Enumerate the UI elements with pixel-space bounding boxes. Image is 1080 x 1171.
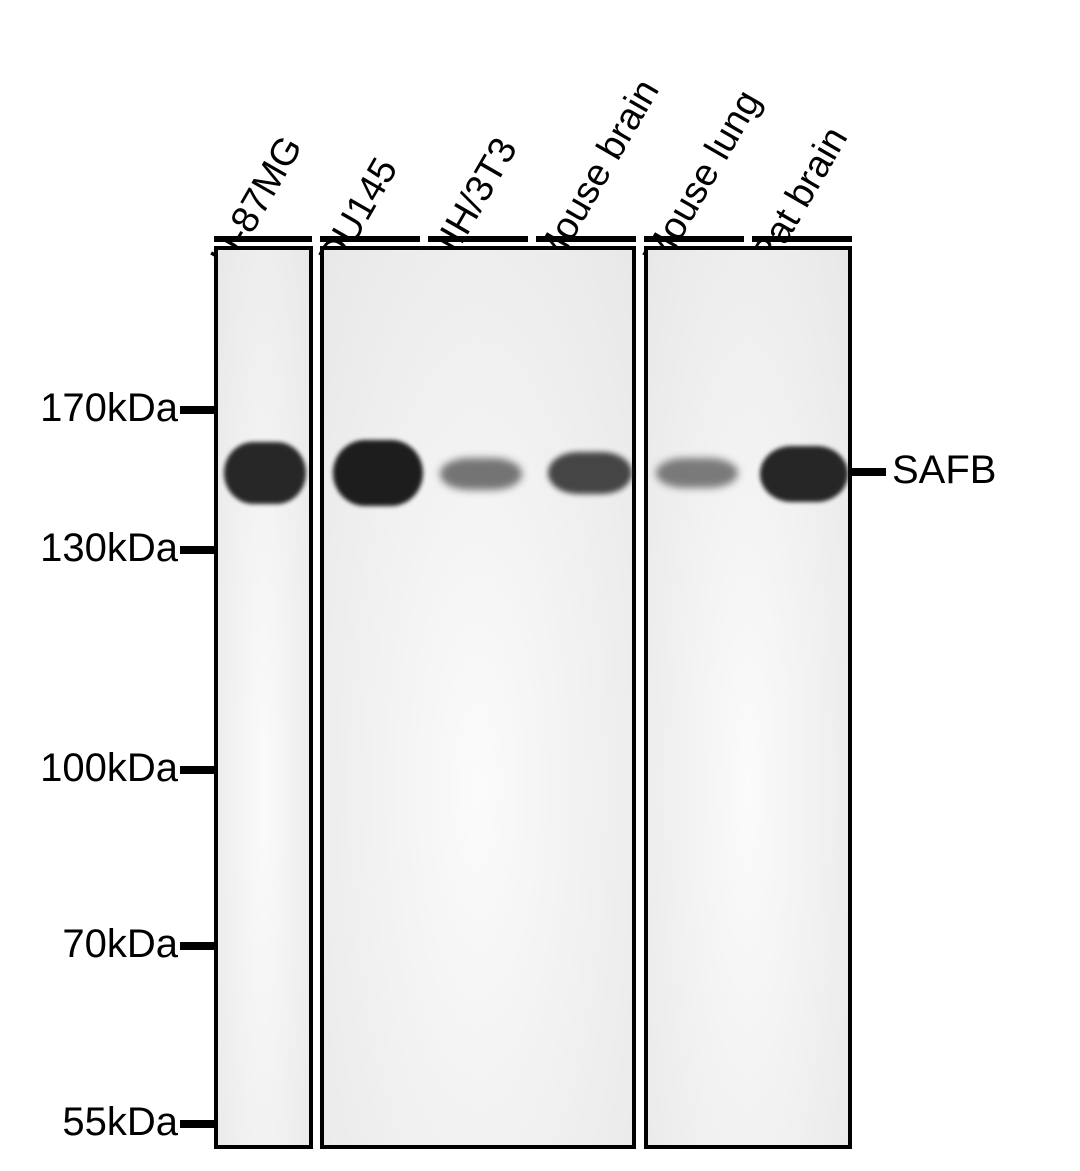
lane-bar [536,236,636,242]
band-lane-4 [656,458,738,488]
lane-bar [320,236,420,242]
ladder-tick [180,546,214,554]
target-label: SAFB [892,448,996,493]
ladder-tick [180,766,214,774]
ladder-tick [180,406,214,414]
band-lane-3 [548,452,632,494]
band-lane-2 [440,458,522,490]
ladder-label: 70kDa [62,922,178,967]
target-tick [852,468,886,476]
lane-bar [428,236,528,242]
ladder-tick [180,942,214,950]
blot-panel-1 [214,246,313,1149]
blot-panel-2 [320,246,636,1149]
western-blot-figure: U-87MG DU145 NIH/3T3 Mouse brain Mouse l… [0,0,1080,1171]
lane-bar [644,236,744,242]
band-lane-1 [333,440,423,506]
blot-background [218,250,309,1145]
band-lane-5 [760,446,848,502]
ladder-label: 130kDa [40,526,178,571]
ladder-label: 170kDa [40,386,178,431]
blot-panel-3 [644,246,852,1149]
ladder-tick [180,1120,214,1128]
ladder-label: 55kDa [62,1100,178,1145]
ladder-label: 100kDa [40,746,178,791]
lane-bar [214,236,312,242]
band-lane-0 [224,442,306,504]
blot-background [648,250,848,1145]
lane-bar [752,236,852,242]
blot-background [324,250,632,1145]
